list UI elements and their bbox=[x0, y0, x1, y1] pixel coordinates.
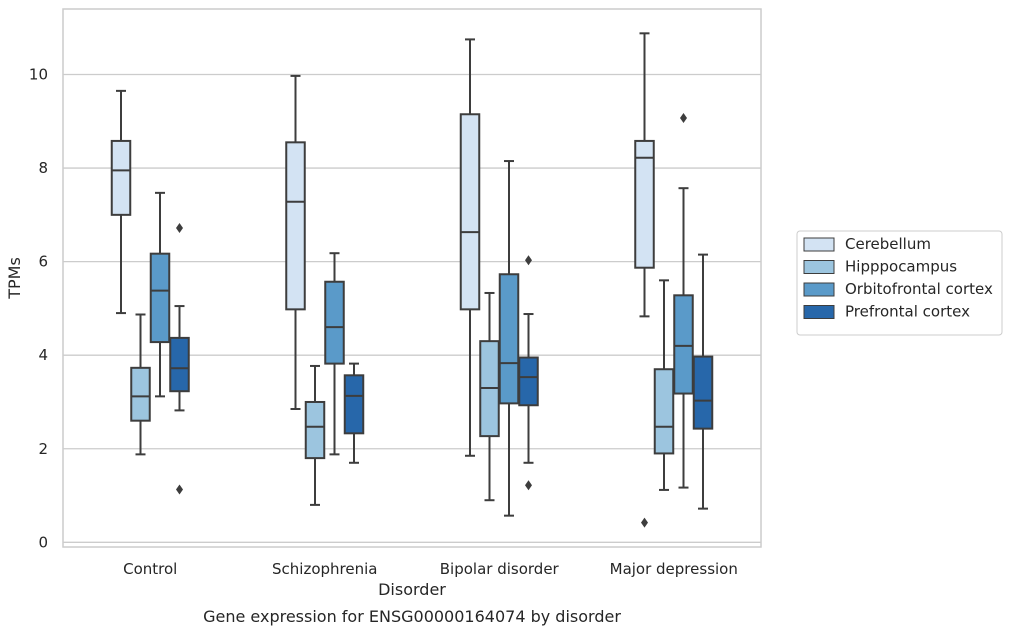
box-3 bbox=[498, 160, 520, 517]
box-2 bbox=[653, 279, 675, 491]
y-tick-label: 10 bbox=[29, 65, 48, 83]
box-4 bbox=[518, 255, 539, 491]
outlier-point bbox=[525, 255, 532, 266]
box-body bbox=[149, 252, 171, 344]
box-body bbox=[634, 139, 655, 269]
legend-frame bbox=[796, 230, 1003, 336]
outlier-point bbox=[525, 480, 532, 491]
box-body bbox=[498, 273, 520, 405]
box-body bbox=[324, 280, 345, 365]
legend-label: Cerebellum bbox=[845, 235, 931, 253]
plot-frame bbox=[62, 8, 762, 548]
box-body bbox=[343, 374, 365, 435]
box-body bbox=[459, 113, 481, 311]
x-tick-label: Major depression bbox=[610, 560, 738, 578]
box-2 bbox=[130, 313, 151, 456]
box-body bbox=[692, 355, 714, 430]
box-body bbox=[518, 356, 539, 407]
box-body bbox=[130, 366, 151, 422]
box-3 bbox=[324, 252, 345, 456]
box-3 bbox=[673, 113, 694, 489]
legend: Cerebellum Hipppocampus Orbitofrontal cort… bbox=[796, 230, 1003, 336]
box-1 bbox=[634, 32, 655, 528]
box-body bbox=[673, 294, 694, 395]
box-3 bbox=[149, 191, 171, 398]
legend-label: Prefrontal cortex bbox=[845, 303, 970, 321]
box-4 bbox=[692, 253, 714, 510]
y-tick-label: 4 bbox=[38, 346, 48, 364]
outlier-point bbox=[680, 113, 687, 124]
outlier-point bbox=[176, 484, 183, 495]
box-body bbox=[653, 368, 675, 455]
box-2 bbox=[479, 291, 500, 502]
y-tick-label: 0 bbox=[38, 533, 48, 551]
legend-label: Hipppocampus bbox=[845, 258, 957, 276]
x-tick-label: Bipolar disorder bbox=[440, 560, 560, 578]
legend-swatch bbox=[803, 282, 835, 297]
y-tick-label: 8 bbox=[38, 159, 48, 177]
x-axis-label: Disorder bbox=[378, 580, 446, 599]
box-body bbox=[304, 400, 326, 460]
x-tick-label: Control bbox=[123, 560, 177, 578]
y-tick-label: 6 bbox=[38, 253, 48, 271]
box-1 bbox=[459, 38, 481, 457]
box-4 bbox=[343, 362, 365, 464]
box-body bbox=[169, 336, 190, 393]
y-tick-label: 2 bbox=[38, 440, 48, 458]
outlier-point bbox=[176, 222, 183, 233]
legend-swatch bbox=[803, 305, 835, 319]
box-2 bbox=[304, 364, 326, 506]
box-4 bbox=[169, 222, 190, 495]
chart-title: Gene expression for ENSG00000164074 by d… bbox=[203, 607, 621, 626]
legend-label: Orbitofrontal cortex bbox=[845, 280, 993, 298]
x-tick-label: Schizophrenia bbox=[272, 560, 377, 578]
legend-swatch bbox=[803, 237, 835, 252]
box-body bbox=[285, 141, 306, 311]
legend-swatch bbox=[803, 260, 835, 274]
box-1 bbox=[285, 74, 306, 410]
outlier-point bbox=[641, 517, 648, 528]
box-body bbox=[110, 139, 132, 216]
y-axis-label: TPMs bbox=[5, 257, 24, 300]
box-1 bbox=[110, 89, 132, 315]
